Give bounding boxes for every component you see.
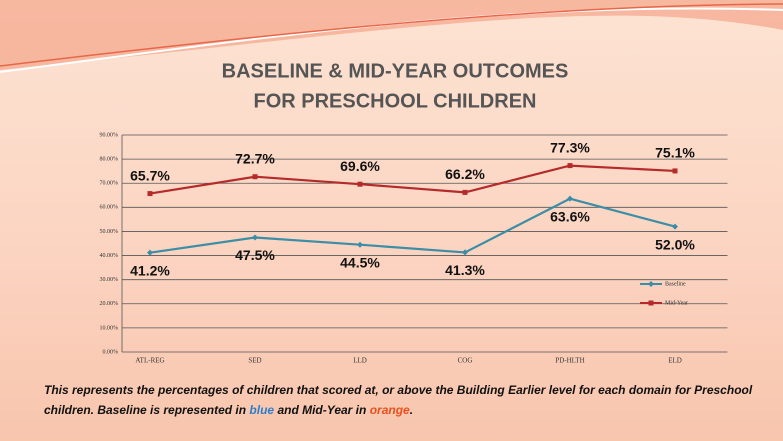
caption-text: orange [370, 403, 410, 417]
chart-title: FOR PRESCHOOL CHILDREN [254, 90, 537, 112]
y-tick-label: 60.00% [100, 205, 119, 211]
data-label: 44.5% [340, 254, 380, 270]
y-tick-label: 90.00% [100, 132, 119, 138]
x-tick-label: PD-HLTH [555, 357, 584, 365]
y-tick-label: 40.00% [100, 253, 119, 259]
data-label: 47.5% [235, 247, 275, 263]
caption-text: blue [249, 403, 274, 417]
caption: This represents the percentages of child… [44, 380, 764, 420]
marker [673, 168, 678, 173]
y-tick-label: 80.00% [100, 156, 119, 162]
caption-text: . [410, 403, 413, 417]
caption-text: and Mid-Year in [277, 403, 366, 417]
data-label: 77.3% [550, 139, 590, 155]
data-label: 66.2% [445, 166, 485, 182]
legend-marker [649, 301, 654, 306]
data-label: 52.0% [655, 236, 695, 252]
x-tick-label: LLD [353, 357, 367, 365]
y-tick-label: 30.00% [100, 277, 119, 283]
marker [672, 224, 678, 230]
legend-label: Baseline [665, 281, 686, 287]
marker [463, 190, 468, 195]
slide: BASELINE & MID-YEAR OUTCOMES FOR PRESCHO… [0, 0, 783, 441]
x-tick-label: SED [248, 357, 261, 365]
x-tick-label: COG [458, 357, 473, 365]
data-label: 69.6% [340, 158, 380, 174]
marker [253, 174, 258, 179]
y-tick-label: 70.00% [100, 181, 119, 187]
y-tick-label: 10.00% [100, 325, 119, 331]
marker [357, 242, 363, 248]
series-line [150, 166, 675, 194]
data-label: 72.7% [235, 150, 275, 166]
data-label: 65.7% [130, 167, 170, 183]
x-tick-label: ATL-REG [135, 357, 164, 365]
y-tick-label: 20.00% [100, 301, 119, 307]
marker [358, 182, 363, 187]
data-label: 63.6% [550, 208, 590, 224]
y-tick-label: 50.00% [100, 229, 119, 235]
marker [148, 191, 153, 196]
data-label: 41.2% [130, 262, 170, 278]
x-tick-label: ELD [668, 357, 682, 365]
data-label: 41.3% [445, 262, 485, 278]
series-line [150, 199, 675, 253]
chart-title: BASELINE & MID-YEAR OUTCOMES [222, 60, 569, 82]
y-tick-label: 0.00% [103, 349, 119, 355]
marker [147, 250, 153, 256]
legend-marker [648, 281, 654, 287]
chart: BASELINE & MID-YEAR OUTCOMES FOR PRESCHO… [0, 0, 783, 441]
legend-label: Mid-Year [665, 300, 688, 306]
data-label: 75.1% [655, 145, 695, 161]
marker [252, 234, 258, 240]
marker [568, 163, 573, 168]
